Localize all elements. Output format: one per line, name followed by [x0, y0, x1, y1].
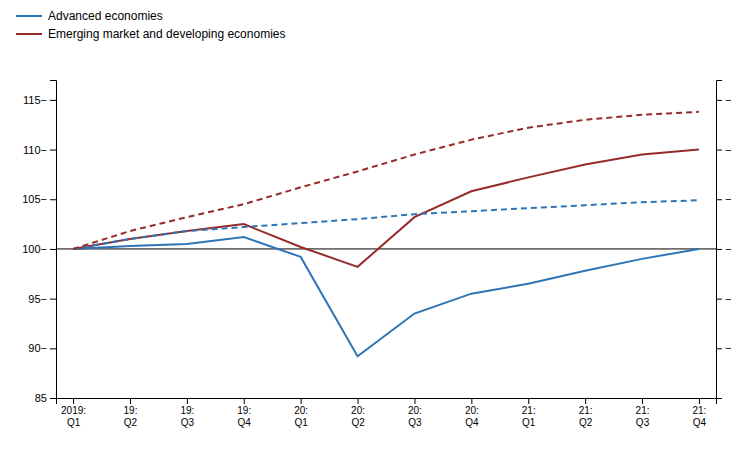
- x-axis: 2019:Q1 19:Q2 19:Q3 19:Q4 20:Q1 20:Q2 20:Q3 20:…: [57, 398, 717, 428]
- y2-tick-label: −: [725, 243, 731, 255]
- y-tick-mark: [50, 348, 56, 349]
- x-tick-label: 20:Q2: [351, 405, 365, 428]
- y-tick: 90−: [28, 342, 56, 354]
- y2-tick: −: [716, 94, 731, 106]
- x-tick-label: 2019:Q1: [61, 405, 86, 428]
- y-axis: 85 90− 95− 100− 105− 110− 115−: [22, 81, 56, 405]
- x-tick-label: 20:Q1: [294, 405, 308, 428]
- legend-swatch: [16, 15, 42, 17]
- y2-tick-label: −: [725, 144, 731, 156]
- y2-tick-mark: [716, 249, 722, 250]
- x-tick-mark: [414, 398, 415, 404]
- x-tick: 20:Q2: [351, 398, 365, 428]
- y-tick: 95−: [28, 293, 56, 305]
- x-tick-label: 19:Q4: [237, 405, 251, 428]
- y-tick-mark: [50, 299, 56, 300]
- x-tick: 19:Q4: [237, 398, 251, 428]
- y-tick-label: 95−: [28, 293, 47, 305]
- y2-tick: −: [716, 243, 731, 255]
- x-tick-mark: [187, 398, 188, 404]
- y2-tick-mark: [716, 150, 722, 151]
- x-tick-mark: [642, 398, 643, 404]
- dashed-line: [73, 200, 699, 249]
- y-tick: 105−: [22, 193, 56, 205]
- dashed-line: [73, 112, 699, 249]
- x-tick-mark: [585, 398, 586, 404]
- x-tick: 21:Q3: [636, 398, 650, 428]
- y2-tick-label: −: [725, 293, 731, 305]
- legend-swatch: [16, 33, 42, 35]
- x-tick-mark: [130, 398, 131, 404]
- x-tick: 20:Q1: [294, 398, 308, 428]
- x-tick-label: 19:Q3: [180, 405, 194, 428]
- legend-item: Advanced economies: [16, 9, 163, 23]
- x-tick-mark: [244, 398, 245, 404]
- y-tick-label: 115−: [23, 94, 47, 106]
- x-tick-label: 20:Q4: [465, 405, 479, 428]
- y-tick: 110−: [23, 144, 56, 156]
- y-tick-mark: [50, 249, 56, 250]
- x-tick: 19:Q2: [124, 398, 138, 428]
- x-tick-label: 20:Q3: [408, 405, 422, 428]
- y2-axis-line: [717, 81, 723, 399]
- chart: 85 90− 95− 100− 105− 110− 115− − − − − − − 2019:Q1 19:…: [0, 0, 756, 450]
- y2-tick-label: −: [725, 193, 731, 205]
- y2-tick-mark: [716, 348, 722, 349]
- x-axis-line: [57, 399, 717, 405]
- legend-label: Advanced economies: [48, 9, 163, 23]
- y2-tick-label: −: [725, 342, 731, 354]
- y-tick-label: 85: [35, 392, 47, 404]
- x-tick: 20:Q4: [465, 398, 479, 428]
- y2-tick: −: [716, 293, 731, 305]
- reference-line: [56, 248, 716, 249]
- x-tick-label: 19:Q2: [124, 405, 138, 428]
- x-tick-mark: [471, 398, 472, 404]
- plot: 85 90− 95− 100− 105− 110− 115− − − − − − − 2019:Q1 19:…: [22, 81, 731, 428]
- y-tick: 85: [35, 392, 56, 404]
- x-tick-label: 21:Q1: [522, 405, 536, 428]
- y-tick-mark: [50, 100, 56, 101]
- x-tick: 2019:Q1: [61, 398, 86, 428]
- y-tick-mark: [50, 398, 56, 399]
- y2-tick-label: −: [725, 94, 731, 106]
- y-axis-line: [50, 81, 57, 399]
- y-tick-label: 90−: [28, 342, 47, 354]
- legend-label: Emerging market and developing economies: [48, 27, 285, 41]
- y2-axis: − − − − − −: [716, 81, 731, 399]
- x-tick: 21:Q4: [692, 398, 706, 428]
- x-tick: 19:Q3: [180, 398, 194, 428]
- x-tick-mark: [73, 398, 74, 404]
- y2-tick: −: [716, 144, 731, 156]
- y2-tick-mark: [716, 199, 722, 200]
- y2-tick-mark: [716, 299, 722, 300]
- marks: [56, 112, 716, 356]
- y2-tick: −: [716, 342, 731, 354]
- y-tick: 100−: [22, 243, 56, 255]
- x-tick-mark: [358, 398, 359, 404]
- x-tick-label: 21:Q4: [692, 405, 706, 428]
- legend-item: Emerging market and developing economies: [16, 27, 285, 41]
- x-tick-label: 21:Q3: [636, 405, 650, 428]
- legend: Advanced economies Emerging market and de…: [16, 9, 285, 41]
- x-tick: 20:Q3: [408, 398, 422, 428]
- x-tick-label: 21:Q2: [579, 405, 593, 428]
- y-tick-label: 105−: [22, 193, 47, 205]
- series-line: [73, 150, 699, 267]
- y2-tick: −: [716, 193, 731, 205]
- x-tick: 21:Q2: [579, 398, 593, 428]
- y-tick-label: 110−: [23, 144, 47, 156]
- series-line: [73, 237, 699, 356]
- x-tick-mark: [301, 398, 302, 404]
- y-tick-mark: [50, 150, 56, 151]
- x-tick-mark: [699, 398, 700, 404]
- y-tick: 115−: [23, 94, 56, 106]
- x-tick: 21:Q1: [522, 398, 536, 428]
- y-tick-label: 100−: [22, 243, 47, 255]
- y2-tick-mark: [716, 100, 722, 101]
- x-tick-mark: [528, 398, 529, 404]
- y-tick-mark: [50, 199, 56, 200]
